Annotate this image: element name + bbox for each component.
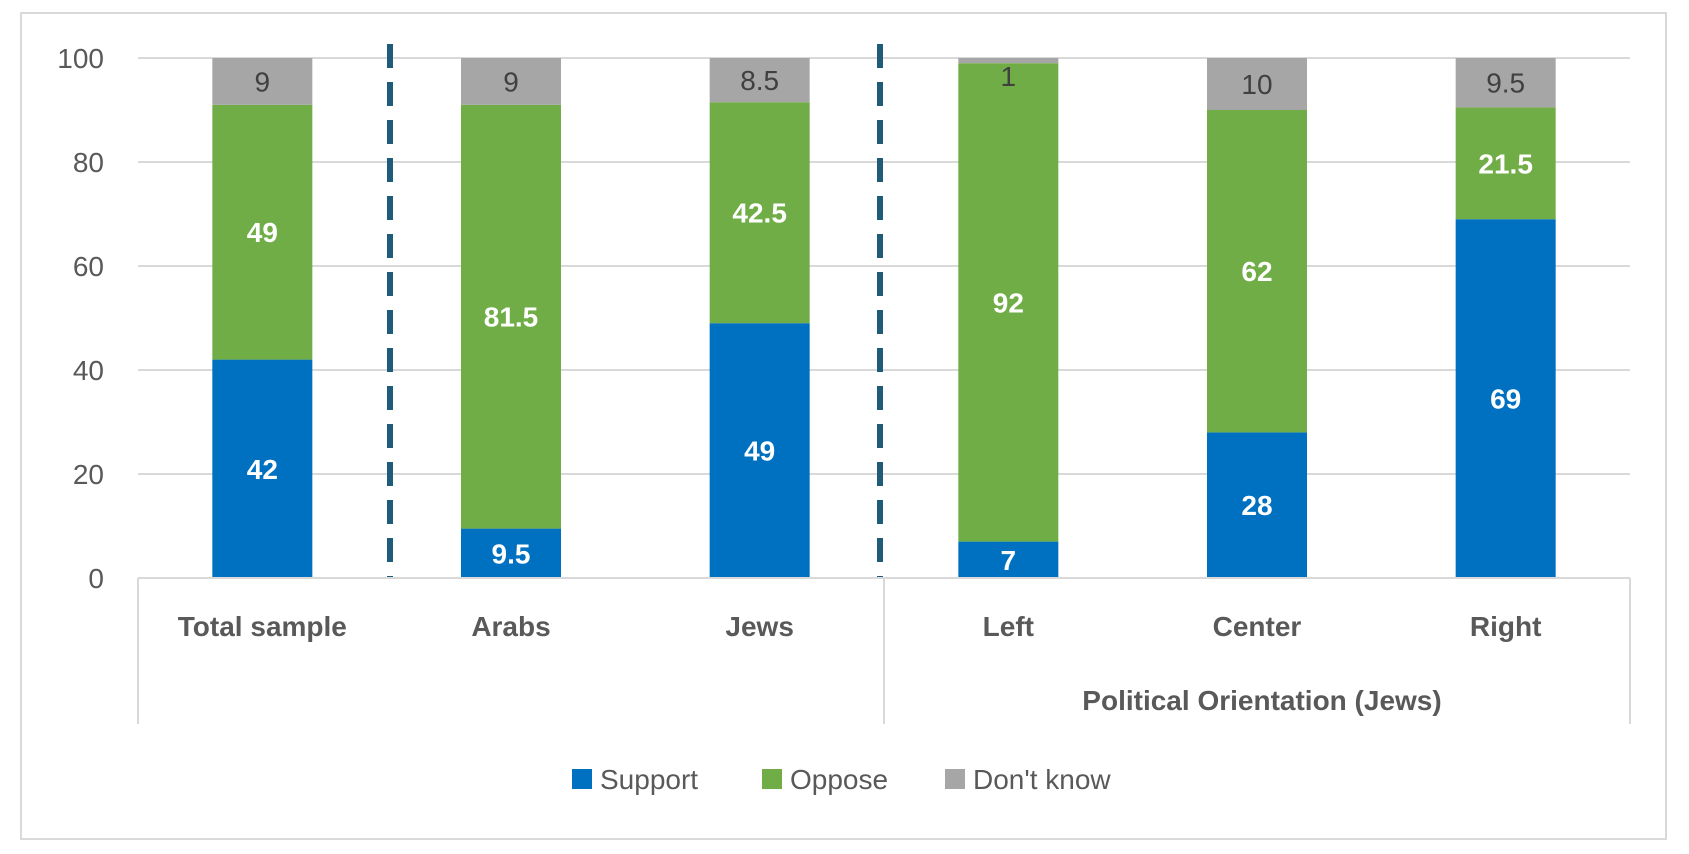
data-label-support-jews: 49 (744, 436, 775, 467)
bar-oppose-total-sample (212, 104, 313, 360)
x-tick-label-right: Right (1470, 611, 1542, 642)
data-label-oppose-jews: 42.5 (732, 198, 787, 229)
y-tick-label: 40 (73, 355, 104, 386)
data-label-oppose-total-sample: 49 (247, 217, 278, 248)
data-label-oppose-left: 92 (993, 287, 1024, 318)
bar-support-arabs (461, 528, 561, 578)
legend-swatch-oppose (762, 769, 782, 789)
data-label-oppose-right: 21.5 (1478, 148, 1533, 179)
x-axis: Total sample Arabs Jews Left Center Right Poli… (137, 577, 1631, 724)
chart-frame (20, 12, 1667, 840)
legend-label-don-t-know: Don't know (973, 764, 1111, 795)
bar-support-right (1455, 219, 1556, 578)
bar-oppose-right (1455, 107, 1556, 220)
x-tick-label-left: Left (983, 611, 1034, 642)
y-tick-label: 100 (57, 43, 104, 74)
y-tick-label: 60 (73, 251, 104, 282)
legend-swatch-support (572, 769, 592, 789)
data-label-support-center: 28 (1241, 490, 1272, 521)
bar-oppose-jews (709, 102, 810, 324)
legend-label-oppose: Oppose (790, 764, 888, 795)
data-label-don-t-know-jews: 8.5 (740, 65, 779, 96)
data-label-don-t-know-total-sample: 9 (255, 66, 271, 97)
x-tick-label-total-sample: Total sample (178, 611, 347, 642)
data-label-oppose-center: 62 (1241, 256, 1272, 287)
gridlines (138, 57, 1630, 475)
bar-don-t-know-center (1207, 58, 1307, 110)
x-tick-label-center: Center (1213, 611, 1302, 642)
data-label-oppose-arabs: 81.5 (484, 302, 539, 333)
bar-oppose-arabs (461, 104, 561, 529)
bar-don-t-know-right (1455, 58, 1556, 108)
bar-don-t-know-jews (709, 58, 810, 103)
data-label-support-left: 7 (1001, 545, 1017, 576)
legend-label-support: Support (600, 764, 698, 795)
bar-support-center (1207, 432, 1307, 578)
data-label-support-arabs: 9.5 (492, 538, 531, 569)
bar-don-t-know-left (958, 58, 1059, 64)
data-label-support-total-sample: 42 (247, 454, 278, 485)
bar-don-t-know-arabs (461, 58, 561, 105)
data-label-don-t-know-right: 9.5 (1486, 68, 1525, 99)
x-tick-label-arabs: Arabs (471, 611, 550, 642)
y-tick-label: 0 (88, 563, 104, 594)
legend-swatch-don-t-know (945, 769, 965, 789)
bar-don-t-know-total-sample (212, 58, 313, 105)
x-group-label: Political Orientation (Jews) (1082, 685, 1441, 716)
bar-support-jews (709, 323, 810, 578)
y-tick-label: 80 (73, 147, 104, 178)
bar-support-left (958, 541, 1059, 578)
data-label-don-t-know-left: 1 (1001, 61, 1017, 92)
data-label-don-t-know-arabs: 9 (503, 66, 519, 97)
y-axis: 0 20 40 60 80 100 (57, 43, 104, 594)
bar-support-total-sample (212, 359, 313, 578)
bar-oppose-center (1207, 110, 1307, 433)
x-tick-label-jews: Jews (725, 611, 794, 642)
y-tick-label: 20 (73, 459, 104, 490)
group-dividers (387, 44, 883, 578)
legend: Support Oppose Don't know (572, 764, 1111, 795)
bar-oppose-left (958, 63, 1059, 542)
bars: 42 49 9 9.5 81.5 9 49 42.5 8.5 7 92 1 28 62 10 69 21.5 9.… (212, 58, 1556, 578)
data-label-support-right: 69 (1490, 384, 1521, 415)
data-label-don-t-know-center: 10 (1241, 69, 1272, 100)
